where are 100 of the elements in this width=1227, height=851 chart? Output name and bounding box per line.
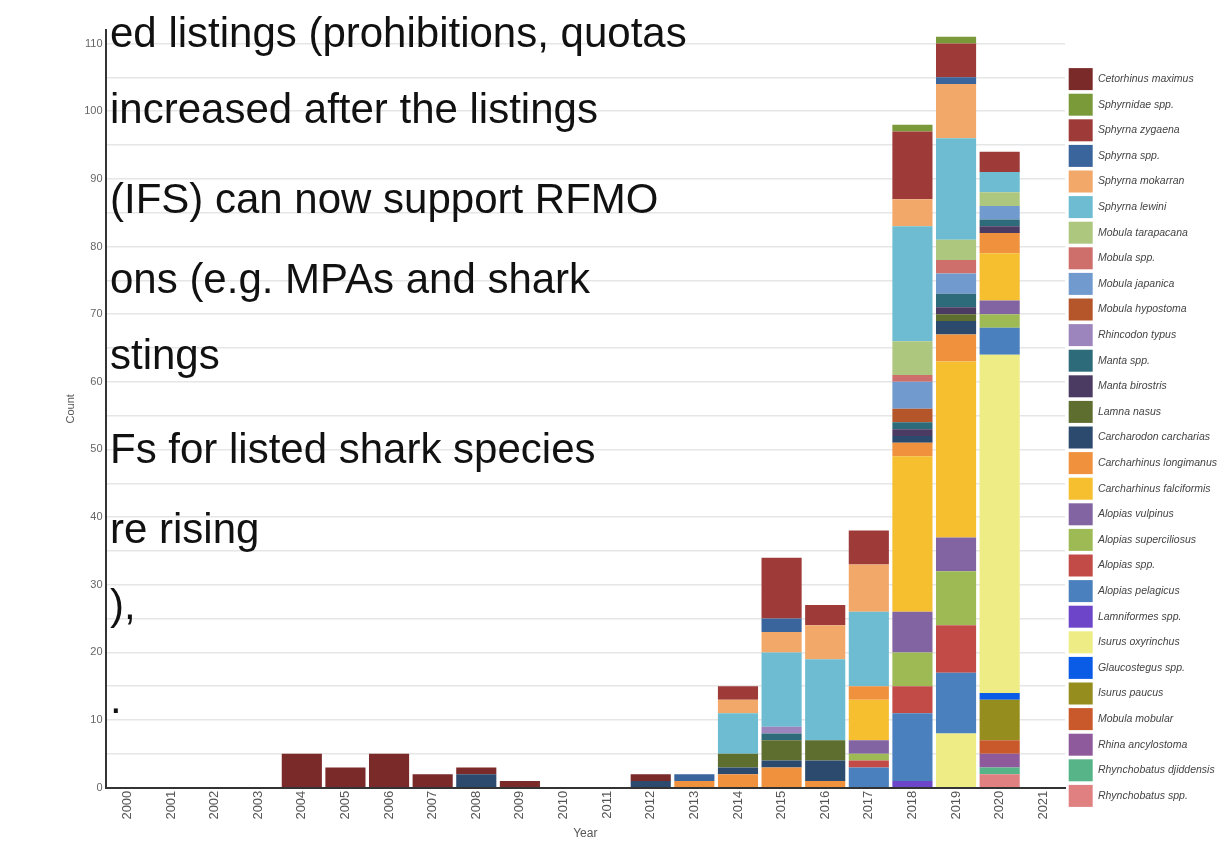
bar bbox=[805, 625, 846, 660]
bar bbox=[892, 375, 933, 382]
bar bbox=[979, 172, 1020, 193]
bar bbox=[848, 564, 889, 612]
bar bbox=[848, 753, 889, 761]
bar bbox=[979, 151, 1020, 173]
x-axis-title: Year bbox=[573, 826, 598, 841]
x-tick-label: 2012 bbox=[642, 790, 658, 820]
bar bbox=[761, 740, 802, 761]
bar bbox=[456, 774, 497, 787]
bar bbox=[935, 733, 977, 787]
annotation: . bbox=[110, 675, 122, 722]
x-tick-label: 2015 bbox=[773, 790, 789, 820]
bar bbox=[848, 740, 889, 754]
bar bbox=[805, 659, 846, 741]
bar bbox=[979, 327, 1020, 355]
legend-label: Isurus paucus bbox=[1097, 686, 1165, 699]
bar bbox=[761, 652, 802, 727]
bar bbox=[935, 361, 977, 538]
bar bbox=[892, 341, 933, 376]
bar bbox=[848, 686, 889, 700]
bar bbox=[935, 260, 977, 274]
legend-label: Rhina ancylostoma bbox=[1097, 737, 1188, 750]
bar bbox=[979, 753, 1020, 768]
legend-label: Carcharodon carcharias bbox=[1097, 430, 1211, 443]
legend-label: Alopias spp. bbox=[1096, 558, 1156, 571]
legend-label: Mobula mobular bbox=[1097, 712, 1174, 725]
annotation: (IFS) can now support RFMO bbox=[110, 175, 659, 222]
legend-label: Manta spp. bbox=[1097, 353, 1150, 366]
bar bbox=[979, 192, 1020, 206]
bar bbox=[848, 530, 889, 565]
bar bbox=[935, 307, 977, 315]
legend-label: Mobula spp. bbox=[1097, 251, 1156, 264]
annotation: Fs for listed shark species bbox=[110, 425, 596, 472]
legend-label: Isurus oxyrinchus bbox=[1097, 635, 1181, 648]
bar bbox=[935, 84, 977, 139]
x-tick-label: 2000 bbox=[118, 790, 134, 820]
bar bbox=[892, 408, 933, 423]
bar bbox=[935, 36, 977, 44]
y-tick-label: 90 bbox=[90, 171, 103, 184]
bar bbox=[717, 753, 759, 768]
bar bbox=[717, 686, 759, 700]
legend-label: Manta birostris bbox=[1097, 379, 1168, 392]
bar bbox=[761, 618, 802, 633]
bar bbox=[892, 686, 933, 714]
bar bbox=[761, 557, 802, 619]
bar bbox=[761, 726, 802, 734]
bar bbox=[281, 753, 322, 787]
bar bbox=[805, 605, 846, 626]
y-tick-label: 10 bbox=[90, 713, 103, 726]
annotation: ed listings (prohibitions, quotas bbox=[110, 9, 687, 56]
annotation: increased after the listings bbox=[110, 85, 598, 132]
x-tick-label: 2021 bbox=[1034, 790, 1050, 820]
bar bbox=[892, 442, 933, 457]
bar bbox=[935, 138, 977, 240]
y-tick-label: 100 bbox=[84, 104, 103, 117]
bar bbox=[892, 199, 933, 227]
bar bbox=[848, 767, 889, 787]
x-tick-label: 2001 bbox=[162, 790, 178, 820]
y-tick-label: 70 bbox=[90, 307, 103, 320]
legend-label: Alopias vulpinus bbox=[1096, 507, 1175, 520]
bar bbox=[979, 774, 1020, 787]
x-tick-label: 2009 bbox=[511, 790, 527, 820]
bar bbox=[368, 753, 410, 787]
legend-label: Sphyrnidae spp. bbox=[1097, 97, 1174, 110]
bar bbox=[892, 456, 933, 612]
bar bbox=[935, 537, 977, 572]
y-tick-label: 30 bbox=[90, 577, 103, 590]
bar bbox=[935, 625, 977, 673]
legend-label: Lamna nasus bbox=[1097, 404, 1162, 417]
bar bbox=[979, 226, 1020, 233]
bar bbox=[935, 239, 977, 261]
legend-label: Alopias superciliosus bbox=[1096, 532, 1197, 545]
annotation: ), bbox=[110, 581, 136, 628]
bar bbox=[979, 205, 1020, 220]
bar bbox=[892, 435, 933, 443]
bar bbox=[979, 253, 1020, 301]
bar bbox=[979, 699, 1020, 741]
x-tick-label: 2002 bbox=[206, 790, 222, 820]
x-tick-label: 2013 bbox=[685, 790, 701, 820]
bar bbox=[630, 774, 671, 781]
legend-label: Cetorhinus maximus bbox=[1097, 72, 1195, 85]
bar bbox=[979, 692, 1020, 700]
bar bbox=[979, 300, 1020, 315]
bar bbox=[979, 767, 1020, 775]
bar bbox=[935, 273, 977, 294]
legend-label: Carcharhinus falciformis bbox=[1097, 481, 1212, 494]
x-tick-label: 2010 bbox=[555, 790, 571, 820]
x-tick-label: 2006 bbox=[380, 790, 396, 820]
x-tick-label: 2008 bbox=[467, 790, 483, 820]
y-tick-label: 20 bbox=[90, 645, 103, 658]
x-tick-label: 2003 bbox=[249, 790, 265, 820]
annotation: re rising bbox=[110, 505, 260, 552]
annotation: ons (e.g. MPAs and shark bbox=[110, 255, 591, 302]
bar bbox=[805, 780, 846, 787]
bar bbox=[892, 780, 933, 787]
bar bbox=[412, 774, 453, 787]
y-tick-label: 110 bbox=[85, 36, 103, 49]
legend-label: Rhincodon typus bbox=[1097, 328, 1177, 341]
bar bbox=[935, 77, 977, 85]
